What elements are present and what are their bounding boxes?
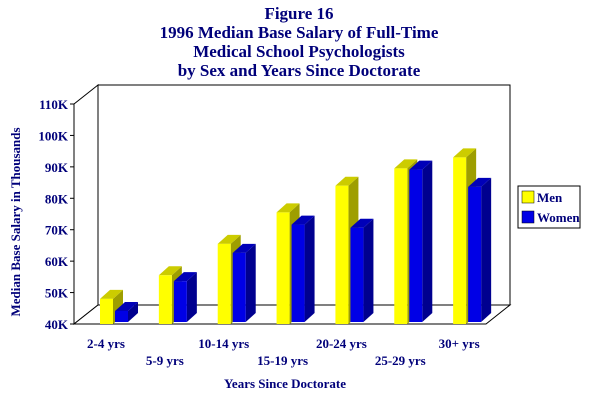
- bar-front: [468, 186, 482, 322]
- y-tick-label: 100K: [38, 128, 69, 143]
- bar-front: [276, 212, 290, 324]
- bar-women: [173, 272, 197, 322]
- bar-women: [409, 160, 433, 322]
- bar-women: [232, 243, 256, 322]
- bar-front: [173, 281, 187, 322]
- bar-top: [453, 148, 477, 158]
- bar-top: [291, 215, 315, 225]
- chart-title-line-3: by Sex and Years Since Doctorate: [177, 61, 421, 80]
- figure-label: Figure 16: [264, 4, 334, 23]
- bar-top: [217, 234, 241, 244]
- bar-side: [304, 215, 315, 322]
- bar-women: [115, 302, 138, 322]
- y-axis-ticks: 40K 50K 60K 70K 80K 90K 100K 110K: [38, 97, 74, 332]
- legend-label: Women: [537, 210, 580, 225]
- y-tick-label: 40K: [45, 317, 69, 332]
- bar-top: [232, 243, 256, 253]
- bar-top: [335, 176, 359, 186]
- chart-title-line-2: Medical School Psychologists: [193, 42, 405, 61]
- y-tick-label: 50K: [45, 286, 69, 301]
- bar-front: [158, 275, 172, 324]
- bar-front: [350, 227, 364, 322]
- bar-women: [350, 218, 374, 322]
- chart-title-block: Figure 16 1996 Median Base Salary of Ful…: [0, 4, 598, 80]
- bar-front: [453, 157, 467, 324]
- legend: Men Women: [517, 185, 581, 229]
- bar-front: [115, 311, 128, 322]
- y-axis-label: Median Base Salary in Thousands: [8, 127, 23, 316]
- legend-label: Men: [537, 190, 563, 205]
- bar-side: [422, 160, 433, 322]
- left-wall: [73, 83, 99, 326]
- x-tick-label: 20-24 yrs: [316, 336, 367, 351]
- bar-front: [100, 298, 113, 324]
- bar-top: [173, 272, 197, 282]
- bar-men: [100, 289, 123, 324]
- bar-women: [291, 215, 315, 322]
- bar-side: [481, 177, 492, 322]
- bar-front: [291, 224, 305, 322]
- bar-top: [115, 302, 138, 311]
- bar-women: [468, 177, 492, 322]
- bar-top: [468, 177, 492, 187]
- bar-side: [363, 218, 374, 322]
- bar-top: [394, 159, 418, 169]
- bar-top: [350, 218, 374, 228]
- x-tick-label: 5-9 yrs: [146, 353, 184, 368]
- x-tick-label: 10-14 yrs: [198, 336, 249, 351]
- bar-front: [394, 168, 408, 324]
- bar-top: [158, 266, 182, 276]
- y-tick-label: 70K: [45, 223, 69, 238]
- bar-front: [232, 252, 246, 322]
- y-tick-label: 90K: [45, 160, 69, 175]
- y-tick-label: 80K: [45, 191, 69, 206]
- bar-front: [217, 243, 231, 324]
- x-tick-label: 2-4 yrs: [87, 336, 125, 351]
- bar-top: [276, 203, 300, 213]
- bar-side: [245, 243, 256, 322]
- legend-swatch: [521, 210, 535, 224]
- x-axis-label: Years Since Doctorate: [224, 376, 346, 391]
- legend-swatch: [521, 190, 535, 204]
- x-tick-label: 25-29 yrs: [375, 353, 426, 368]
- chart-title-line-1: 1996 Median Base Salary of Full-Time: [159, 23, 439, 42]
- y-tick-label: 60K: [45, 254, 69, 269]
- x-axis-ticks: 2-4 yrs 5-9 yrs 10-14 yrs 15-19 yrs 20-24 yr…: [87, 336, 480, 368]
- x-tick-label: 30+ yrs: [439, 336, 480, 351]
- bars-group: [100, 148, 492, 324]
- bar-side: [186, 272, 197, 322]
- y-tick-label: 110K: [39, 97, 69, 112]
- bar-front: [409, 169, 423, 322]
- bar-top: [409, 160, 433, 170]
- bar-top: [100, 289, 123, 299]
- x-tick-label: 15-19 yrs: [257, 353, 308, 368]
- bar-side: [128, 302, 138, 322]
- bar-front: [335, 185, 349, 324]
